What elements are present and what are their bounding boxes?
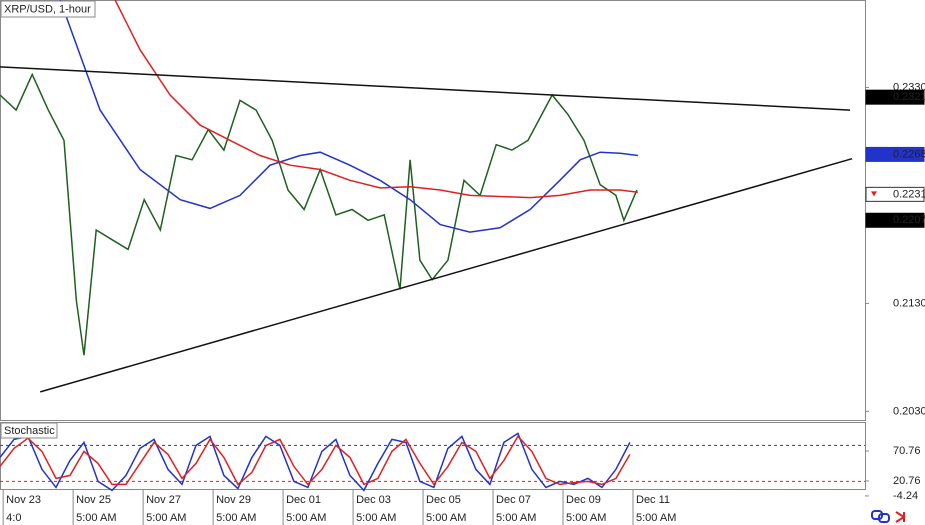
x-sublabel: 5:00 AM — [426, 512, 466, 524]
end-icon[interactable] — [895, 511, 906, 523]
price-label-box — [865, 186, 925, 202]
series-line — [0, 72, 638, 356]
x-tick-label: Dec 01 — [286, 494, 321, 506]
stochastic-title-box — [0, 422, 58, 439]
series-line — [0, 432, 631, 492]
series-line — [59, 0, 638, 233]
x-sublabel: 5:00 AM — [146, 512, 186, 524]
title-box — [0, 0, 96, 18]
stochastic-pane — [0, 422, 866, 490]
y-tick-label: 20.76 — [893, 475, 921, 487]
series-line — [0, 435, 631, 486]
x-sublabel: 4:0 — [6, 512, 21, 524]
x-tick-label: Dec 07 — [496, 494, 531, 506]
x-sublabel: 5:00 AM — [76, 512, 116, 524]
x-sublabel: 5:00 AM — [216, 512, 256, 524]
link-icon-2[interactable] — [878, 513, 890, 523]
price-arrow — [871, 191, 877, 197]
series-line — [114, 0, 638, 199]
x-tick-label: Nov 25 — [76, 494, 111, 506]
price-label: 0.2231 — [893, 188, 925, 200]
series-line — [0, 66, 851, 111]
price-label: 0.2268 — [893, 148, 925, 160]
y-tick-label: -4.24 — [893, 490, 918, 502]
series-line — [39, 157, 853, 393]
x-sublabel: 5:00 AM — [496, 512, 536, 524]
x-tick-label: Dec 11 — [636, 494, 670, 506]
main-pane — [0, 0, 866, 421]
x-tick-label: Nov 27 — [146, 494, 181, 506]
x-sublabel: 5:00 AM — [286, 512, 326, 524]
price-label: 0.2321 — [893, 91, 925, 103]
x-tick-label: Dec 03 — [356, 494, 391, 506]
x-sublabel: 5:00 AM — [636, 512, 676, 524]
y-tick-label: 70.76 — [893, 445, 921, 457]
chart-title: XRP/USD, 1-hour — [4, 3, 91, 15]
stochastic-title: Stochastic — [4, 425, 55, 437]
x-tick-label: Nov 29 — [216, 494, 251, 506]
toolbar-icons[interactable] — [871, 510, 906, 523]
x-tick-label: Nov 23 — [6, 494, 41, 506]
price-label: 0.2207 — [893, 214, 925, 226]
y-tick-label: 0.2030 — [893, 405, 925, 417]
price-label-box — [865, 146, 925, 162]
y-tick-label: 0.2130 — [893, 297, 925, 309]
x-tick-label: Dec 05 — [426, 494, 461, 506]
price-label-box — [865, 89, 925, 105]
x-tick-label: Dec 09 — [566, 494, 601, 506]
price-label-box — [865, 212, 925, 228]
x-sublabel: 5:00 AM — [566, 512, 606, 524]
x-sublabel: 5:00 AM — [356, 512, 396, 524]
